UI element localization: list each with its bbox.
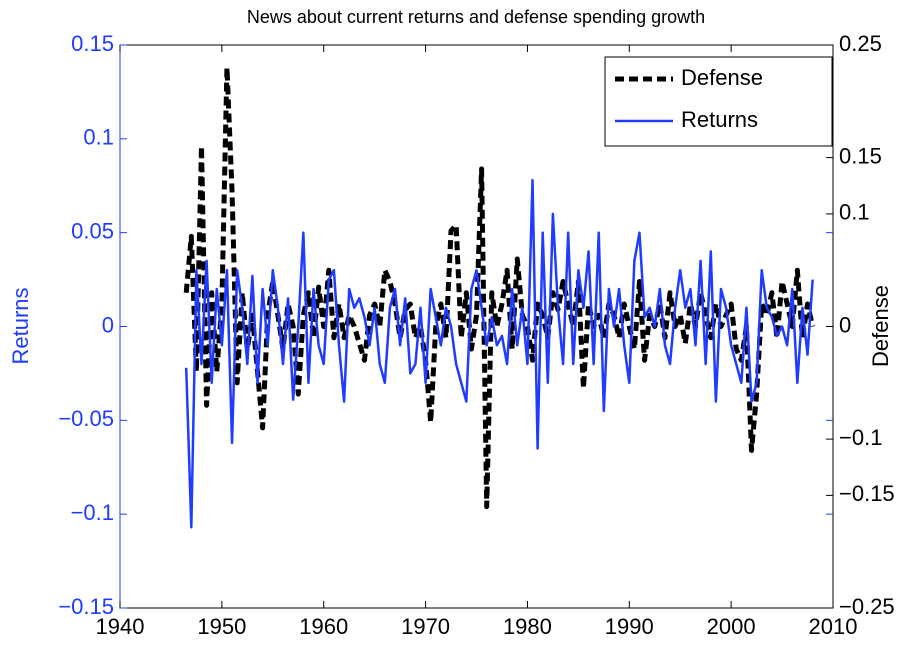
y-axis-label: Returns	[8, 287, 33, 364]
y2-tick-label: 0.1	[839, 200, 870, 225]
y2-axis-label: Defense	[868, 285, 893, 367]
y2-tick-label: 0.25	[839, 31, 882, 56]
y-tick-label: 0.1	[83, 125, 114, 150]
x-tick-label: 1970	[401, 614, 450, 639]
legend-box	[604, 56, 833, 147]
chart-title: News about current returns and defense s…	[247, 7, 705, 27]
x-tick-label: 2010	[809, 614, 858, 639]
y-tick-label: 0	[102, 312, 114, 337]
x-tick-label: 2000	[707, 614, 756, 639]
y-tick-label: 0.05	[71, 218, 114, 243]
y2-tick-label: −0.25	[839, 594, 895, 619]
y-tick-label: −0.05	[58, 406, 114, 431]
y-tick-label: −0.15	[58, 594, 114, 619]
legend-label: Returns	[681, 107, 758, 132]
legend-label: Defense	[681, 65, 763, 90]
x-tick-label: 1960	[299, 614, 348, 639]
y2-tick-label: 0.15	[839, 143, 882, 168]
series-line	[184, 178, 814, 529]
y-tick-label: −0.1	[71, 500, 114, 525]
y2-tick-label: −0.1	[839, 425, 882, 450]
x-tick-label: 1940	[96, 614, 145, 639]
y-tick-label: 0.15	[71, 31, 114, 56]
x-tick-label: 1980	[503, 614, 552, 639]
x-tick-label: 1990	[605, 614, 654, 639]
y2-tick-label: −0.15	[839, 481, 895, 506]
x-tick-label: 1950	[197, 614, 246, 639]
y2-tick-label: 0	[839, 312, 851, 337]
